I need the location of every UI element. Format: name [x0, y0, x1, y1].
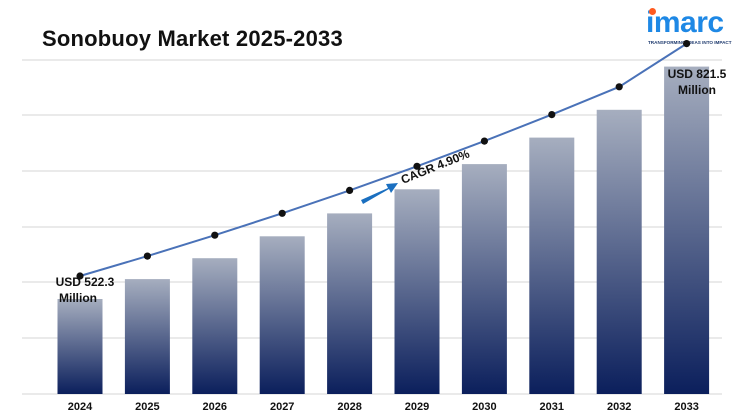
start-value-label-line2: Million [59, 291, 97, 305]
brand-name: imarc [646, 6, 724, 39]
bar-2033 [664, 66, 710, 394]
trend-point-2033 [683, 40, 691, 48]
trend-point-2028 [346, 186, 354, 194]
bar-2032 [596, 109, 642, 395]
x-tick-label-2033: 2033 [674, 401, 698, 413]
bars [57, 66, 710, 395]
bar-2027 [259, 236, 305, 394]
start-value-label-line1: USD 522.3 [56, 275, 115, 289]
x-tick-label-2028: 2028 [337, 401, 361, 413]
x-tick-label-2032: 2032 [607, 401, 631, 413]
x-tick-label-2031: 2031 [540, 401, 564, 413]
x-tick-label-2030: 2030 [472, 401, 496, 413]
trend-point-2029 [413, 162, 421, 170]
trend-point-2031 [548, 111, 556, 119]
trend-point-2032 [615, 83, 623, 91]
x-tick-label-2029: 2029 [405, 401, 429, 413]
trend-line [76, 40, 691, 280]
bar-2024 [57, 299, 103, 394]
end-value-label-line1: USD 821.5 [668, 67, 727, 81]
cagr-label: CAGR 4.90% [399, 146, 472, 186]
bar-2031 [529, 137, 575, 394]
trend-point-2030 [480, 137, 488, 145]
trend-point-2026 [211, 231, 219, 239]
trend-point-2024 [76, 272, 84, 280]
bar-2025 [124, 279, 170, 394]
cagr-arrow-icon [361, 183, 398, 204]
chart-title: Sonobuoy Market 2025-2033 [42, 26, 343, 51]
x-tick-label-2027: 2027 [270, 401, 294, 413]
x-tick-label-2025: 2025 [135, 401, 159, 413]
trend-point-2027 [278, 209, 286, 217]
bar-2030 [461, 164, 507, 394]
trend-line-path [79, 42, 688, 277]
trend-point-2025 [143, 252, 151, 260]
x-axis-tick-labels: 2024 2025 2026 2027 2028 2029 2030 2031 2032 2033 [68, 401, 699, 413]
x-tick-label-2026: 2026 [203, 401, 227, 413]
brand-logo-dot-icon [649, 8, 656, 15]
x-tick-label-2024: 2024 [68, 401, 93, 413]
bar-2028 [327, 213, 373, 394]
bar-2026 [192, 258, 238, 394]
end-value-label-line2: Million [678, 83, 716, 97]
bar-2029 [394, 189, 440, 394]
